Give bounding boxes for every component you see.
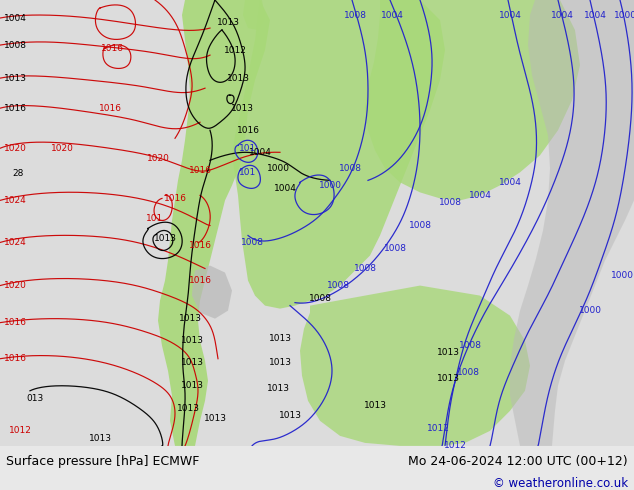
Text: 101: 101	[240, 144, 257, 153]
Polygon shape	[158, 0, 270, 446]
Text: 1013: 1013	[436, 348, 460, 357]
Text: 1012: 1012	[427, 424, 450, 433]
Text: 1008: 1008	[344, 10, 366, 20]
Text: 1016: 1016	[4, 354, 27, 363]
Text: 1016: 1016	[236, 126, 259, 135]
Text: 1013: 1013	[363, 401, 387, 410]
Text: 1008: 1008	[4, 41, 27, 49]
Text: 1016: 1016	[101, 44, 124, 52]
Text: 1013: 1013	[181, 358, 204, 367]
Polygon shape	[300, 286, 530, 446]
Text: 1024: 1024	[4, 196, 27, 205]
Polygon shape	[243, 0, 265, 30]
Text: 1000: 1000	[578, 306, 602, 315]
Text: 1020: 1020	[4, 144, 27, 153]
Text: 1013: 1013	[179, 314, 202, 323]
Text: 1013: 1013	[4, 74, 27, 83]
Text: 1020: 1020	[51, 144, 74, 153]
Text: 1013: 1013	[89, 435, 112, 443]
Text: 1016: 1016	[164, 194, 186, 203]
Text: 1004: 1004	[498, 178, 521, 187]
Text: 1008: 1008	[327, 281, 349, 290]
Text: 1004: 1004	[380, 10, 403, 20]
Text: 1008: 1008	[339, 164, 361, 173]
Text: 1024: 1024	[4, 238, 27, 247]
Text: 1013: 1013	[436, 374, 460, 383]
Text: 1008: 1008	[439, 198, 462, 207]
Text: 1008: 1008	[458, 341, 481, 350]
Text: 1016: 1016	[98, 104, 122, 113]
Text: 1008: 1008	[354, 264, 377, 273]
Text: Surface pressure [hPa] ECMWF: Surface pressure [hPa] ECMWF	[6, 455, 200, 468]
Polygon shape	[510, 0, 634, 446]
Text: 1000: 1000	[318, 181, 342, 190]
Text: 1008: 1008	[309, 294, 332, 303]
Text: 1013: 1013	[226, 74, 250, 83]
Text: 101: 101	[146, 214, 164, 223]
Text: 1013: 1013	[153, 234, 176, 243]
Text: 1012: 1012	[9, 426, 32, 436]
Text: 1016: 1016	[4, 104, 27, 113]
Text: 1004: 1004	[583, 10, 607, 20]
Text: 1013: 1013	[176, 404, 200, 414]
Text: 1000: 1000	[614, 10, 634, 20]
Text: 1004: 1004	[249, 148, 271, 157]
Text: © weatheronline.co.uk: © weatheronline.co.uk	[493, 477, 628, 490]
Text: 1012: 1012	[224, 46, 247, 54]
Text: 1000: 1000	[266, 164, 290, 173]
Text: 1013: 1013	[204, 415, 226, 423]
Text: 1000: 1000	[611, 271, 633, 280]
Text: 1008: 1008	[384, 244, 406, 253]
Polygon shape	[232, 0, 445, 309]
Text: 1008: 1008	[408, 221, 432, 230]
Text: 1013: 1013	[216, 18, 240, 26]
Text: 1020: 1020	[146, 154, 169, 163]
Text: 1016: 1016	[188, 241, 212, 250]
Polygon shape	[365, 0, 580, 200]
Text: 1004: 1004	[498, 10, 521, 20]
Text: 1004: 1004	[550, 10, 573, 20]
Text: 1013: 1013	[181, 336, 204, 345]
Text: 1016: 1016	[188, 166, 212, 175]
Text: 1013: 1013	[181, 381, 204, 390]
Text: Mo 24-06-2024 12:00 UTC (00+12): Mo 24-06-2024 12:00 UTC (00+12)	[408, 455, 628, 468]
Text: 28: 28	[12, 169, 23, 178]
Text: 1004: 1004	[4, 14, 27, 23]
Text: 1020: 1020	[4, 281, 27, 290]
Text: 1013: 1013	[269, 358, 292, 367]
Polygon shape	[192, 266, 232, 319]
Text: 101: 101	[240, 168, 257, 177]
Text: 1008: 1008	[240, 238, 264, 247]
Text: 013: 013	[27, 394, 44, 403]
Text: 1013: 1013	[231, 104, 254, 113]
Text: 1013: 1013	[269, 334, 292, 343]
Text: 1004: 1004	[273, 184, 297, 193]
Text: 1004: 1004	[469, 191, 491, 200]
Text: 1016: 1016	[4, 318, 27, 327]
Text: 1013: 1013	[266, 384, 290, 393]
Text: 1016: 1016	[188, 276, 212, 285]
Text: 1012: 1012	[444, 441, 467, 450]
Text: 1008: 1008	[456, 368, 479, 377]
Text: 1013: 1013	[278, 411, 302, 420]
